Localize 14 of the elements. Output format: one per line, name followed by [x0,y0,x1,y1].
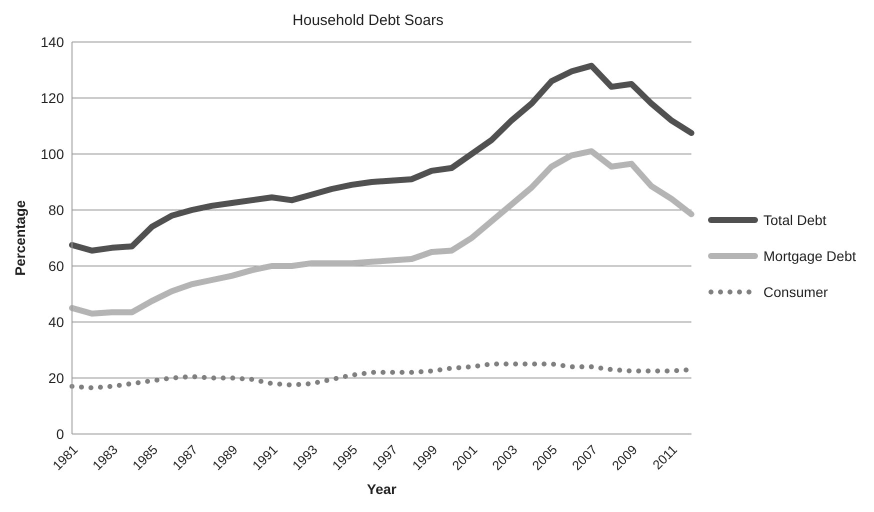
legend-label: Consumer [763,284,828,300]
y-tick-label: 40 [48,314,64,330]
y-tick-label: 60 [48,258,64,274]
y-tick-label: 100 [40,146,64,162]
y-tick-label: 0 [56,426,64,442]
y-tick-label: 140 [40,34,64,50]
y-tick-label: 120 [40,90,64,106]
legend-label: Total Debt [763,212,826,228]
y-axis-title: Percentage [12,200,28,276]
y-tick-label: 20 [48,370,64,386]
chart-title: Household Debt Soars [292,12,444,29]
x-axis-title: Year [366,481,398,497]
legend-label: Mortgage Debt [763,248,856,264]
y-tick-label: 80 [48,202,64,218]
